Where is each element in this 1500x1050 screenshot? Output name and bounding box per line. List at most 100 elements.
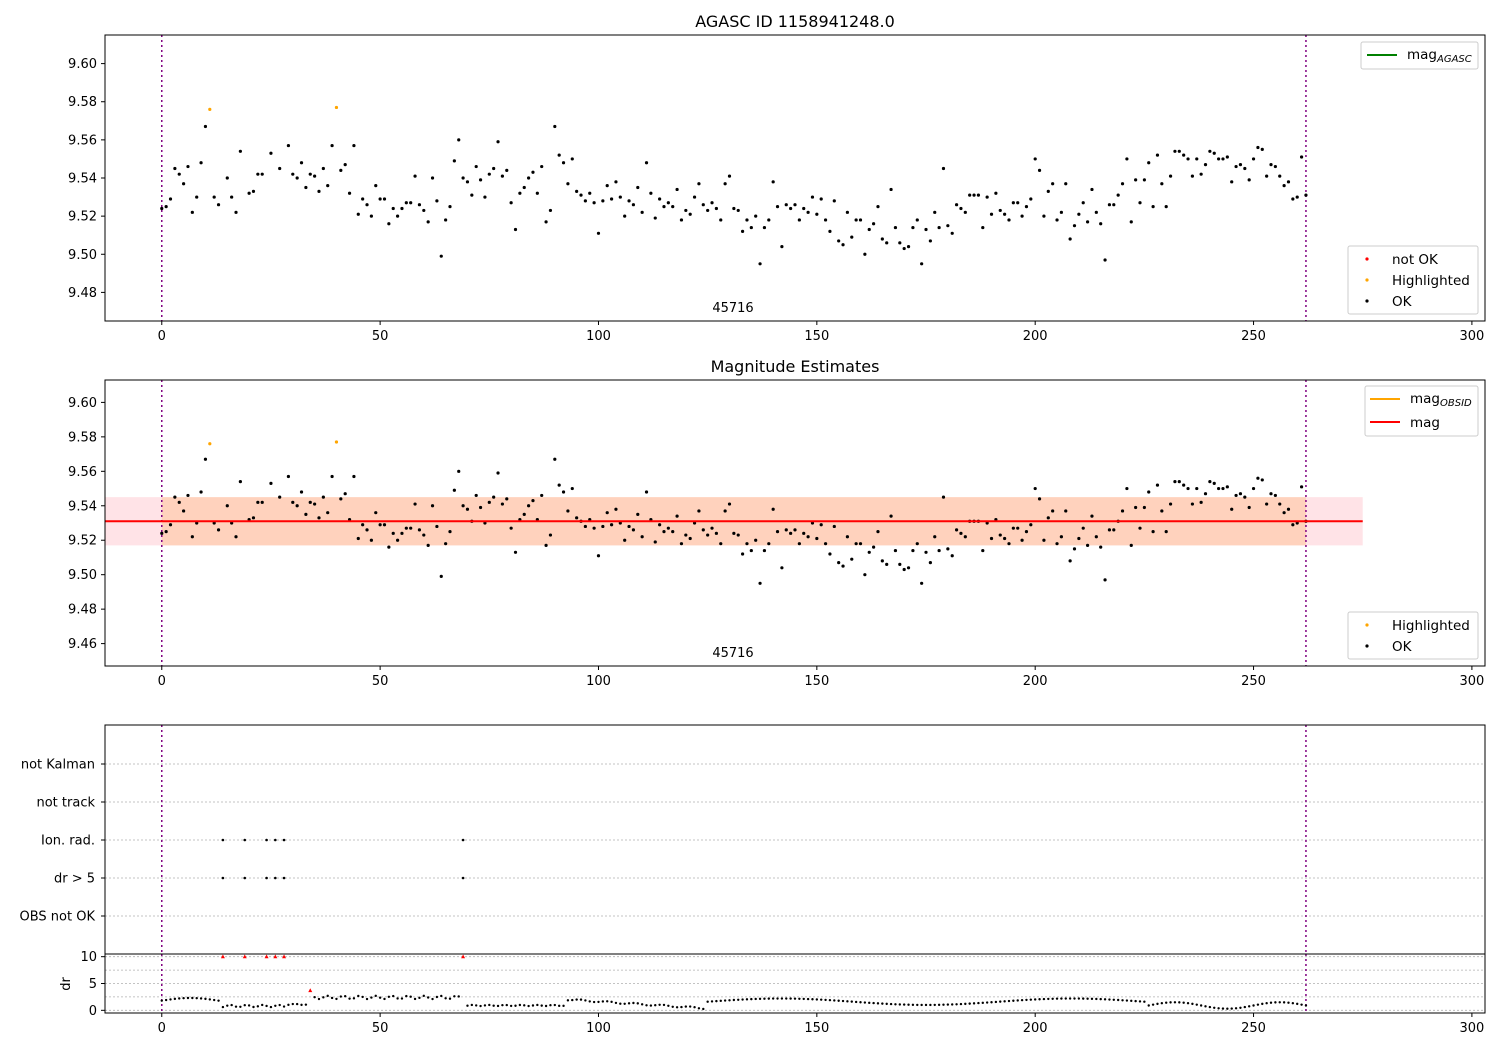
ok-point: [570, 486, 574, 491]
ok-point: [941, 166, 946, 171]
dr-outlier-marker: [308, 988, 313, 993]
flag-point: [461, 876, 465, 880]
ok-point: [1182, 153, 1186, 157]
dr-point: [1029, 998, 1033, 1001]
ok-point: [1125, 486, 1129, 491]
ok-point: [1064, 182, 1068, 186]
ok-point: [802, 206, 806, 211]
ok-point: [845, 535, 850, 539]
dr-point: [496, 1004, 500, 1008]
ok-point: [592, 201, 596, 205]
ok-point: [732, 531, 736, 535]
ok-point: [1094, 210, 1098, 214]
x-tick-label: 250: [1241, 1021, 1266, 1036]
dr-point: [833, 999, 836, 1002]
ok-point: [522, 185, 526, 190]
dr-outlier-marker: [220, 954, 225, 959]
ok-point: [714, 531, 718, 535]
ok-point: [1042, 214, 1046, 218]
ok-point: [1112, 528, 1116, 532]
ok-point: [684, 533, 688, 537]
ok-point: [1304, 193, 1308, 197]
dr-point: [1186, 1002, 1190, 1005]
ok-point: [1042, 538, 1046, 542]
ok-point: [1164, 205, 1168, 209]
ok-point: [160, 206, 164, 211]
ok-point: [850, 235, 854, 239]
dr-point: [1082, 997, 1085, 1000]
ok-point: [644, 161, 649, 165]
dr-point: [942, 1003, 945, 1006]
ok-point: [500, 174, 505, 178]
dr-point: [1287, 1001, 1290, 1004]
dr-point: [475, 1004, 478, 1007]
ok-point: [832, 524, 836, 529]
legend-ok-2: OK: [1392, 639, 1413, 655]
ok-point: [1068, 237, 1072, 241]
ok-point: [575, 189, 579, 193]
dr-point: [710, 1000, 714, 1003]
ok-point: [566, 509, 570, 513]
dr-panel: 0 50 100 150 200 250 300 0 5 10 dr: [59, 950, 1486, 1036]
dr-point: [1007, 999, 1011, 1003]
agasc-axes-frame: [104, 34, 1486, 322]
flag-point: [221, 876, 225, 880]
ok-point: [374, 511, 378, 515]
ok-point: [251, 189, 256, 193]
ok-point: [487, 172, 491, 176]
ok-point: [1142, 178, 1146, 182]
dr-point: [767, 997, 770, 1000]
dr-point: [374, 994, 377, 998]
ok-point: [286, 143, 291, 148]
ok-point: [754, 538, 758, 542]
ok-point: [1269, 492, 1273, 496]
ok-point: [190, 210, 194, 214]
ok-point: [527, 176, 531, 180]
ok-point: [880, 559, 884, 563]
flag-point: [265, 876, 268, 880]
ok-point: [1225, 485, 1229, 489]
dr-point: [409, 995, 412, 998]
ok-point: [299, 490, 304, 494]
dr-point: [1243, 1005, 1247, 1009]
ok-point: [998, 533, 1002, 537]
dr-point: [863, 1001, 867, 1004]
dr-point: [881, 1002, 884, 1005]
dr-point: [798, 997, 801, 1000]
dr-point: [387, 995, 391, 998]
dr-point: [1134, 999, 1137, 1003]
dr-point: [1051, 997, 1054, 1000]
dr-point: [964, 1002, 967, 1006]
ok-point: [1291, 197, 1295, 201]
flag-point: [221, 838, 225, 842]
dr-point: [1173, 1001, 1177, 1004]
ok-point: [1168, 174, 1173, 178]
ok-point: [631, 203, 636, 207]
ok-point: [186, 164, 190, 169]
dr-outlier-marker: [282, 954, 287, 959]
dr-point: [426, 996, 430, 999]
dr-point: [326, 994, 329, 998]
ok-point: [269, 151, 273, 155]
ok-point: [701, 528, 705, 532]
ok-point: [531, 499, 535, 503]
ok-point: [906, 566, 911, 570]
dr-point: [671, 1005, 674, 1008]
ok-point: [706, 533, 710, 537]
x-tick-label: 100: [586, 329, 611, 344]
dr-point: [654, 1004, 657, 1007]
dr-point: [780, 997, 784, 1000]
dr-point: [876, 1002, 880, 1005]
ok-point: [1195, 157, 1199, 161]
dr-point: [204, 997, 207, 1001]
ok-point: [688, 212, 692, 216]
dr-point: [378, 996, 382, 999]
y-tick-label: 9.48: [68, 286, 97, 301]
ok-point: [452, 488, 456, 492]
ok-point: [251, 516, 256, 520]
ok-point: [714, 206, 718, 211]
ok-point: [601, 199, 605, 203]
ok-point: [177, 172, 181, 176]
dr-point: [776, 997, 779, 1000]
ok-point: [413, 502, 417, 506]
